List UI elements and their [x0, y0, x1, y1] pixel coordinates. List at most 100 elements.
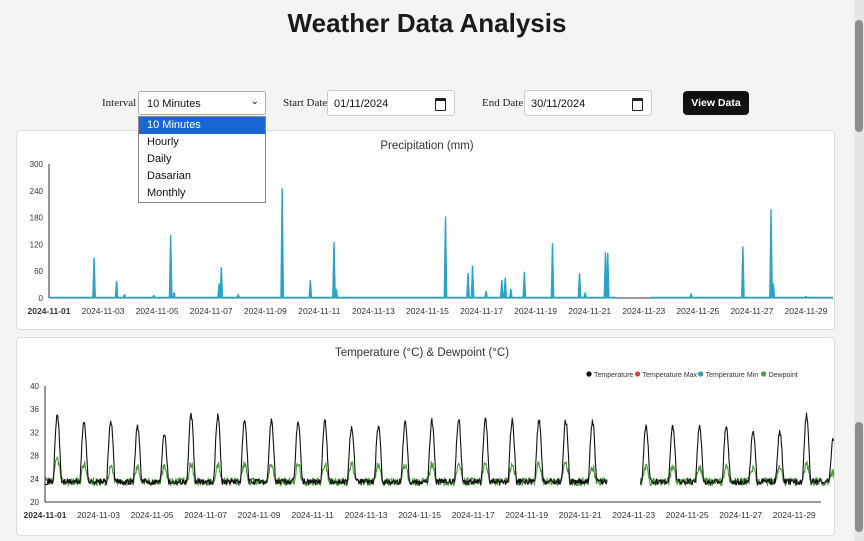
legend-marker	[635, 371, 641, 377]
precipitation-bar	[769, 209, 773, 299]
y-tick-label: 28	[30, 452, 39, 461]
precipitation-bar	[522, 271, 527, 299]
calendar-icon[interactable]	[632, 98, 643, 111]
interval-option[interactable]: Hourly	[147, 136, 179, 148]
y-tick-label: 40	[30, 382, 39, 391]
precipitation-panel: Precipitation (mm) 0 60 120 180 240 300 2024-11…	[16, 130, 835, 330]
precipitation-bar	[332, 241, 336, 299]
precipitation-bar	[771, 283, 776, 299]
y-tick-label: 0	[39, 294, 44, 303]
filter-bar: Interval 10 Minutes ⌄ Start Date 01/11/2…	[0, 90, 854, 118]
y-tick-label: 24	[30, 475, 39, 484]
end-date-input[interactable]: 30/11/2024	[524, 90, 652, 116]
x-tick-label: 2024-11-25	[676, 306, 719, 316]
temperature-line	[44, 412, 608, 486]
precipitation-bar	[508, 288, 513, 299]
interval-option[interactable]: 10 Minutes	[139, 117, 265, 134]
x-tick-label: 2024-11-05	[136, 306, 179, 316]
temperature-panel: Temperature (°C) & Dewpoint (°C) 20 24 28 32…	[16, 337, 849, 536]
precipitation-chart: Precipitation (mm) 0 60 120 180 240 300 2024-11…	[27, 140, 833, 316]
precipitation-bar	[803, 295, 809, 299]
precipitation-bar	[92, 257, 96, 299]
temperature-chart: Temperature (°C) & Dewpoint (°C) 20 24 28 32…	[23, 347, 849, 520]
legend-marker	[586, 371, 592, 377]
x-tick-label: 2024-11-09	[238, 510, 281, 520]
y-tick-label: 120	[30, 240, 44, 249]
x-tick-label: 2024-11-09	[244, 306, 287, 316]
legend-marker	[698, 371, 704, 377]
x-tick-label: 2024-11-03	[82, 306, 125, 316]
start-date-value: 01/11/2024	[334, 98, 389, 110]
precipitation-bar	[236, 294, 241, 299]
x-tick-label: 2024-11-17	[452, 510, 495, 520]
legend-label: Temperature	[594, 372, 633, 379]
x-tick-label: 2024-11-03	[77, 510, 120, 520]
precipitation-bar	[443, 216, 448, 299]
interval-select-value: 10 Minutes	[147, 98, 201, 110]
interval-dropdown-list: 10 Minutes Hourly Daily Dasarian Monthly	[138, 116, 266, 203]
x-tick-label: 2024-11-11	[298, 306, 340, 316]
precipitation-bar	[466, 273, 470, 299]
page-scrollbar[interactable]	[854, 0, 864, 541]
y-tick-label: 20	[30, 498, 39, 507]
scrollbar-thumb[interactable]	[855, 422, 863, 532]
x-tick-label: 2024-11-07	[190, 306, 233, 316]
legend-label: Dewpoint	[769, 372, 798, 379]
start-date-input[interactable]: 01/11/2024	[327, 90, 455, 116]
x-tick-label: 2024-11-07	[184, 510, 227, 520]
precipitation-bar	[168, 235, 173, 299]
calendar-icon[interactable]	[435, 98, 446, 111]
interval-option[interactable]: Dasarian	[147, 170, 192, 182]
x-tick-label: 2024-11-25	[666, 510, 709, 520]
temperature-line	[639, 412, 849, 486]
precipitation-bar	[172, 292, 177, 299]
x-tick-label: 2024-11-19	[505, 510, 548, 520]
page-title: Weather Data Analysis	[287, 8, 567, 38]
x-tick-label: 2024-11-29	[773, 510, 816, 520]
precipitation-bar	[308, 279, 313, 299]
y-tick-label: 60	[34, 267, 43, 276]
legend-label: Temperature Min	[706, 372, 759, 379]
precipitation-bar	[484, 291, 489, 299]
y-tick-label: 32	[30, 428, 39, 437]
precipitation-bar	[151, 295, 156, 299]
precipitation-bar	[583, 292, 588, 299]
precipitation-bar	[689, 293, 694, 299]
end-date-value: 30/11/2024	[531, 98, 586, 110]
interval-select[interactable]: 10 Minutes ⌄	[138, 91, 266, 115]
x-tick-label: 2024-11-23	[622, 306, 665, 316]
x-tick-label: 2024-11-05	[131, 510, 174, 520]
y-tick-label: 180	[30, 214, 44, 223]
precipitation-bar	[605, 253, 610, 299]
precipitation-bar	[334, 288, 339, 299]
x-tick-label: 2024-11-27	[719, 510, 762, 520]
view-data-button[interactable]: View Data	[683, 91, 749, 115]
end-date-label: End Date	[482, 97, 524, 109]
x-tick-label: 2024-11-13	[352, 306, 395, 316]
x-tick-label: 2024-11-01	[27, 306, 70, 316]
precipitation-bar	[470, 265, 475, 299]
precipitation-bar	[550, 243, 555, 299]
interval-option[interactable]: Monthly	[147, 187, 186, 199]
precipitation-bar	[499, 279, 504, 299]
precipitation-bar	[577, 273, 582, 299]
legend-marker	[761, 371, 767, 377]
precipitation-bar	[740, 246, 745, 299]
x-tick-label: 2024-11-21	[568, 306, 611, 316]
interval-option[interactable]: Daily	[147, 153, 172, 165]
y-tick-label: 36	[30, 405, 39, 414]
precipitation-bar	[122, 294, 127, 299]
x-tick-label: 2024-11-11	[291, 510, 333, 520]
x-tick-label: 2024-11-15	[398, 510, 441, 520]
x-tick-label: 2024-11-19	[514, 306, 557, 316]
scrollbar-thumb[interactable]	[855, 20, 863, 132]
dewpoint-line	[44, 456, 608, 487]
precipitation-bar	[219, 267, 224, 299]
x-tick-label: 2024-11-21	[559, 510, 602, 520]
y-tick-label: 240	[30, 187, 44, 196]
chart-title: Precipitation (mm)	[380, 140, 473, 152]
precipitation-bar	[280, 188, 285, 299]
x-tick-label: 2024-11-27	[730, 306, 773, 316]
x-tick-label: 2024-11-01	[23, 510, 66, 520]
x-tick-label: 2024-11-23	[612, 510, 655, 520]
